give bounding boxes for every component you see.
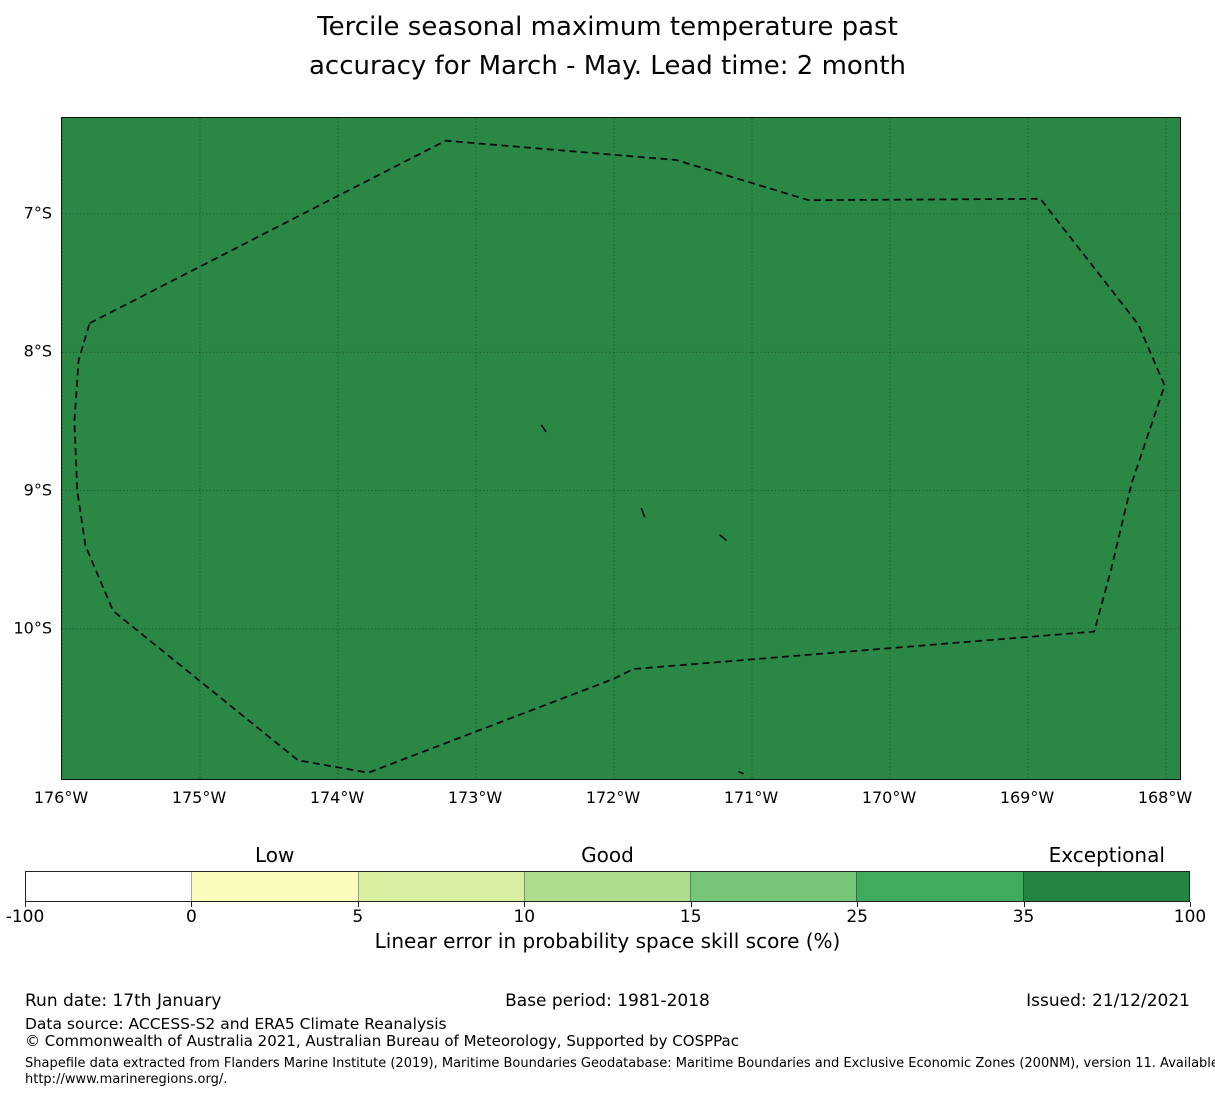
- y-tick-label: 7°S: [23, 203, 52, 223]
- x-tick-label: 173°W: [447, 788, 503, 807]
- colorbar-axis-label: Linear error in probability space skill …: [374, 929, 841, 953]
- colorbar-segment: [1022, 872, 1189, 901]
- colorbar-tick-mark: [1190, 902, 1191, 907]
- x-tick-label: 172°W: [585, 788, 641, 807]
- colorbar-segment: [690, 872, 857, 901]
- base-period-text: Base period: 1981-2018: [505, 991, 710, 1011]
- x-tick-label: 171°W: [723, 788, 779, 807]
- copyright-text: © Commonwealth of Australia 2021, Austra…: [25, 1032, 739, 1050]
- colorbar-segment: [357, 872, 524, 901]
- colorbar-tick-mark: [1023, 902, 1025, 907]
- colorbar-tick-label: 100: [1173, 907, 1207, 927]
- colorbar-segment: [26, 872, 192, 901]
- colorbar-tick-label: 35: [1012, 907, 1035, 927]
- run-date-text: Run date: 17th January: [25, 991, 222, 1011]
- colorbar-tick-mark: [191, 902, 193, 907]
- x-tick-label: 168°W: [1137, 788, 1193, 807]
- colorbar-tick-label: 25: [846, 907, 868, 927]
- eez-boundary: [73, 139, 1166, 774]
- shapefile-note-line2: http://www.marineregions.org/.: [25, 1072, 228, 1087]
- island-mark: [640, 507, 646, 518]
- issued-text: Issued: 21/12/2021: [1026, 991, 1190, 1011]
- island-mark: [719, 534, 727, 541]
- colorbar-category-label: Good: [581, 843, 634, 867]
- island-mark: [540, 424, 547, 433]
- colorbar-category-label: Low: [254, 843, 295, 867]
- colorbar-segment: [523, 872, 691, 901]
- data-source-text: Data source: ACCESS-S2 and ERA5 Climate …: [25, 1015, 447, 1033]
- colorbar-category-label: Exceptional: [1048, 843, 1165, 867]
- colorbar-segment: [191, 872, 358, 901]
- colorbar-tick-label: 5: [352, 907, 364, 927]
- x-tick-label: 169°W: [999, 788, 1055, 807]
- colorbar-tick-label: -100: [5, 907, 45, 927]
- map-plot-area: [61, 117, 1181, 780]
- colorbar-tick-mark: [357, 902, 359, 907]
- x-tick-label: 170°W: [861, 788, 917, 807]
- island-mark: [738, 771, 744, 775]
- shapefile-note-line1: Shapefile data extracted from Flanders M…: [25, 1056, 1215, 1071]
- colorbar-tick-mark: [690, 902, 692, 907]
- y-tick-label: 9°S: [23, 480, 52, 500]
- colorbar: [25, 871, 1190, 902]
- chart-title: Tercile seasonal maximum temperature pas…: [0, 8, 1215, 86]
- colorbar-tick-label: 0: [186, 907, 197, 927]
- x-tick-label: 176°W: [33, 788, 89, 807]
- y-tick-label: 10°S: [13, 618, 52, 638]
- chart-title-line1: Tercile seasonal maximum temperature pas…: [317, 12, 898, 42]
- x-tick-label: 175°W: [171, 788, 227, 807]
- chart-title-line2: accuracy for March - May. Lead time: 2 m…: [308, 51, 906, 81]
- colorbar-tick-mark: [25, 902, 26, 907]
- x-tick-label: 174°W: [309, 788, 365, 807]
- colorbar-tick-mark: [857, 902, 859, 907]
- map-svg: [62, 118, 1180, 779]
- colorbar-tick-label: 10: [513, 907, 536, 927]
- colorbar-tick-label: 15: [679, 907, 702, 927]
- y-tick-label: 8°S: [23, 341, 52, 361]
- colorbar-tick-mark: [524, 902, 526, 907]
- colorbar-segment: [856, 872, 1023, 901]
